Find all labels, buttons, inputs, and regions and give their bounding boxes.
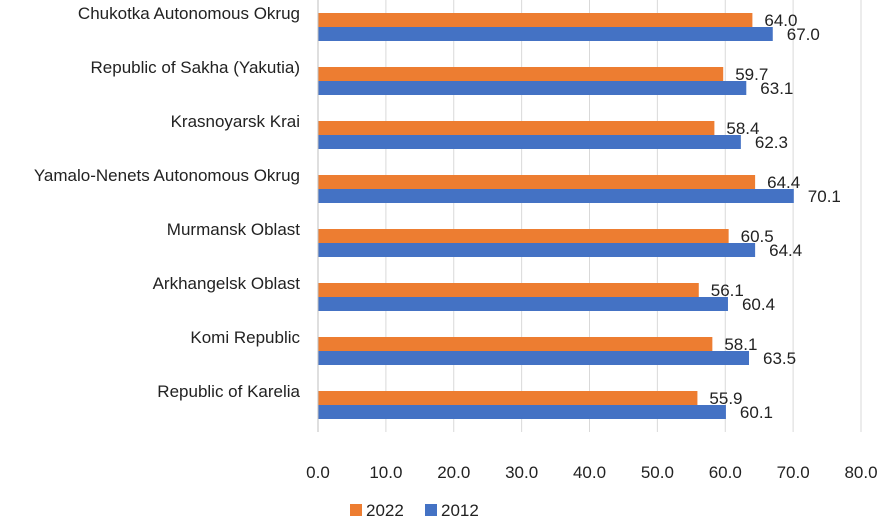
legend-label-2012: 2012 (441, 501, 479, 520)
data-label-2022-komi-republic: 58.1 (724, 335, 757, 354)
data-label-2012-arkhangelsk-oblast: 60.4 (742, 295, 775, 314)
data-label-2012-yamalo-nenets-autonomous-okrug: 70.1 (808, 187, 841, 206)
bar-2022-krasnoyarsk-krai (318, 121, 715, 135)
x-tick-label-40: 40.0 (573, 463, 606, 482)
category-label-chukotka-autonomous-okrug: Chukotka Autonomous Okrug (78, 4, 300, 23)
bar-2022-yamalo-nenets-autonomous-okrug (318, 175, 756, 189)
data-label-2022-republic-of-karelia: 55.9 (709, 389, 742, 408)
bar-2012-yamalo-nenets-autonomous-okrug (318, 189, 794, 203)
legend-swatch-2022 (350, 504, 362, 516)
category-label-republic-of-karelia: Republic of Karelia (157, 382, 300, 401)
data-label-2022-krasnoyarsk-krai: 58.4 (726, 119, 759, 138)
data-label-2012-republic-of-karelia: 60.1 (740, 403, 773, 422)
data-label-2012-republic-of-sakha-yakutia: 63.1 (760, 79, 793, 98)
data-label-2012-krasnoyarsk-krai: 62.3 (755, 133, 788, 152)
bar-2012-komi-republic (318, 351, 750, 365)
data-label-2022-chukotka-autonomous-okrug: 64.0 (764, 11, 797, 30)
bar-2022-republic-of-karelia (318, 391, 698, 405)
category-label-arkhangelsk-oblast: Arkhangelsk Oblast (153, 274, 301, 293)
bar-2012-murmansk-oblast (318, 243, 756, 257)
data-label-2022-republic-of-sakha-yakutia: 59.7 (735, 65, 768, 84)
category-label-murmansk-oblast: Murmansk Oblast (167, 220, 300, 239)
x-tick-label-50: 50.0 (641, 463, 674, 482)
x-tick-label-20: 20.0 (437, 463, 470, 482)
bars (318, 13, 794, 419)
category-label-yamalo-nenets-autonomous-okrug: Yamalo-Nenets Autonomous Okrug (34, 166, 300, 185)
bar-2012-chukotka-autonomous-okrug (318, 27, 773, 41)
bar-2012-republic-of-sakha-yakutia (318, 81, 747, 95)
bar-2012-arkhangelsk-oblast (318, 297, 728, 311)
bar-2022-republic-of-sakha-yakutia (318, 67, 724, 81)
data-label-2012-komi-republic: 63.5 (763, 349, 796, 368)
data-label-2022-murmansk-oblast: 60.5 (741, 227, 774, 246)
bar-2012-krasnoyarsk-krai (318, 135, 741, 149)
data-label-2022-arkhangelsk-oblast: 56.1 (711, 281, 744, 300)
legend-label-2022: 2022 (366, 501, 404, 520)
axes: 0.0 10.0 20.0 30.0 40.0 50.0 60.0 70.0 80.0 (306, 0, 878, 482)
x-tick-label-30: 30.0 (505, 463, 538, 482)
category-label-krasnoyarsk-krai: Krasnoyarsk Krai (171, 112, 300, 131)
labels: Chukotka Autonomous Okrug 64.067.0 Republi… (34, 4, 841, 422)
legend: 2022 2012 (350, 501, 479, 520)
x-tick-label-0: 0.0 (306, 463, 330, 482)
x-tick-label-80: 80.0 (844, 463, 877, 482)
data-label-2012-murmansk-oblast: 64.4 (769, 241, 802, 260)
x-tick-label-60: 60.0 (709, 463, 742, 482)
data-label-2012-chukotka-autonomous-okrug: 67.0 (787, 25, 820, 44)
x-tick-label-10: 10.0 (369, 463, 402, 482)
x-tick-label-70: 70.0 (777, 463, 810, 482)
bar-2022-murmansk-oblast (318, 229, 729, 243)
category-label-komi-republic: Komi Republic (190, 328, 300, 347)
category-label-republic-of-sakha-yakutia: Republic of Sakha (Yakutia) (91, 58, 300, 77)
legend-swatch-2012 (425, 504, 437, 516)
bar-2022-komi-republic (318, 337, 713, 351)
data-label-2022-yamalo-nenets-autonomous-okrug: 64.4 (767, 173, 800, 192)
bar-2022-arkhangelsk-oblast (318, 283, 699, 297)
bar-2022-chukotka-autonomous-okrug (318, 13, 753, 27)
bar-2012-republic-of-karelia (318, 405, 726, 419)
